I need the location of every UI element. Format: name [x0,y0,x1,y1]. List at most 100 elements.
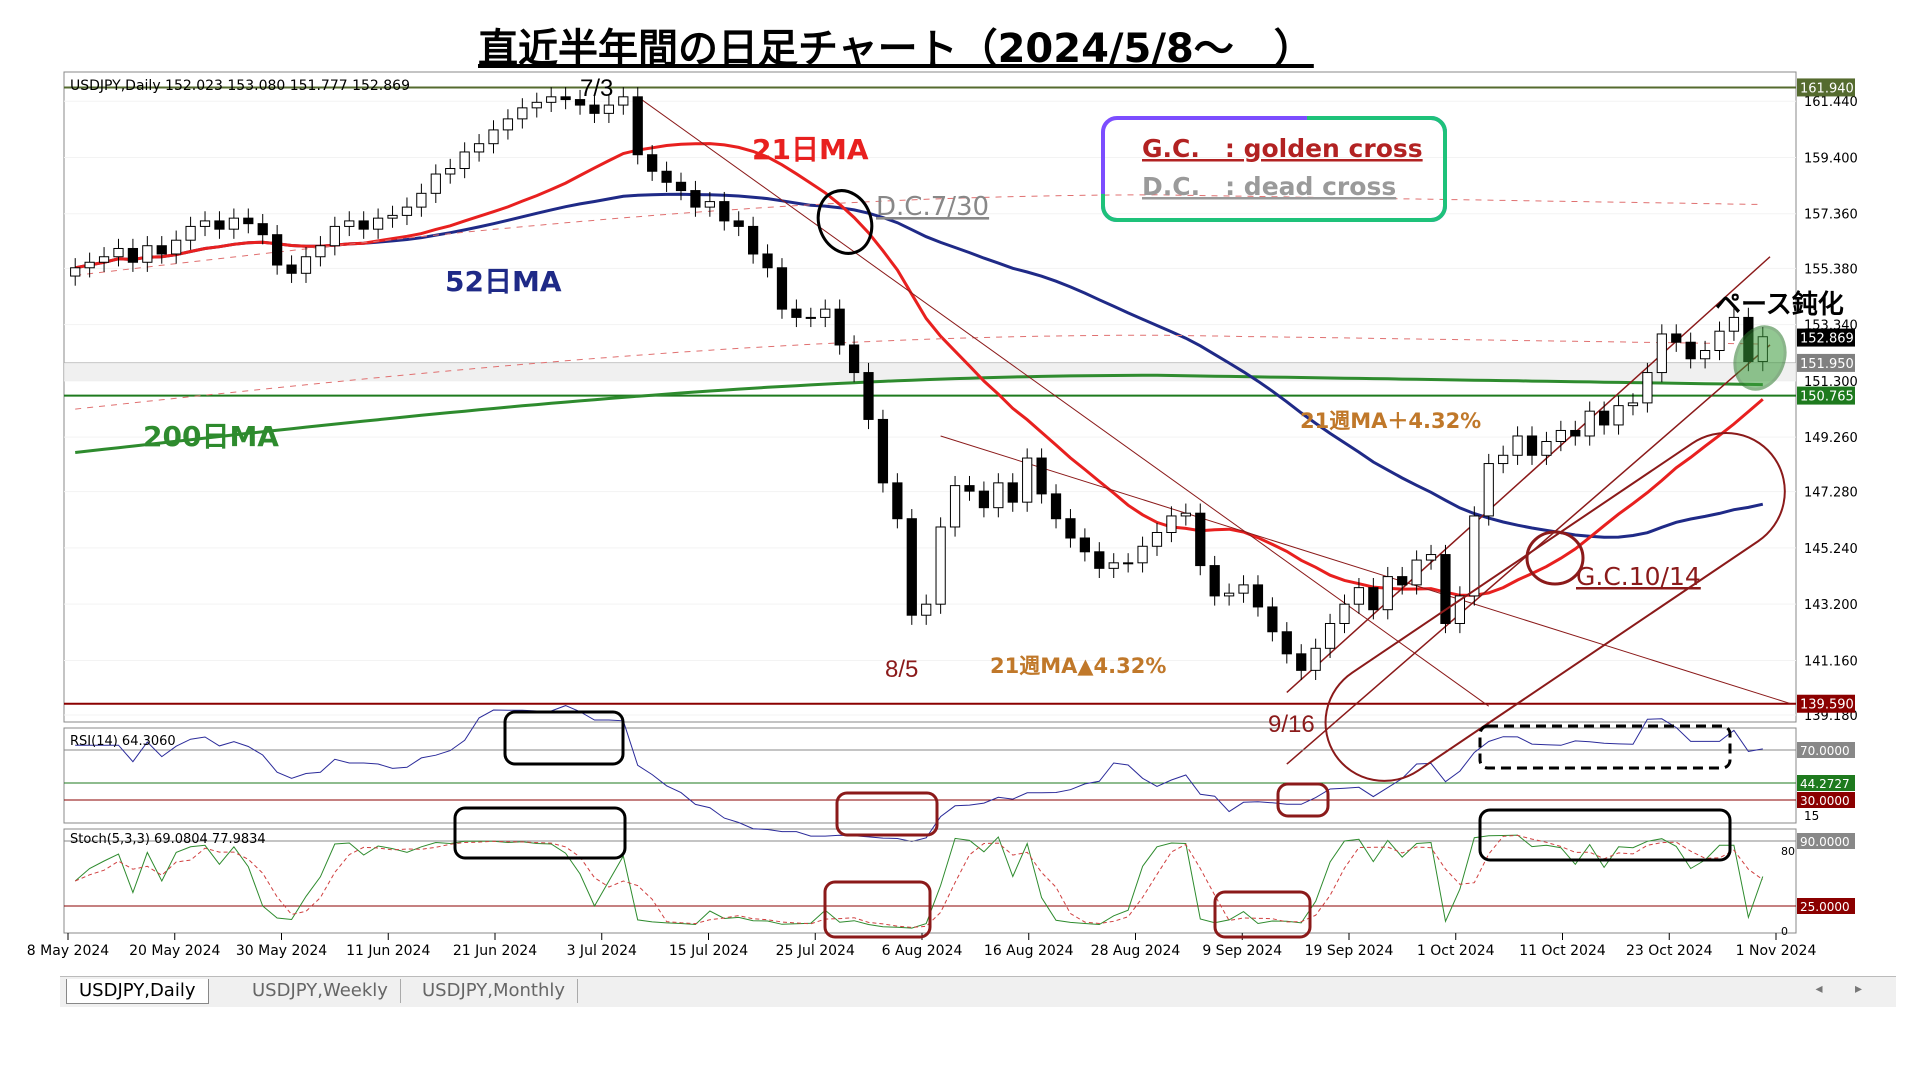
x-tick-label: 11 Jun 2024 [346,943,430,959]
candle [214,211,225,239]
highlight-box [1213,890,1312,939]
x-tick-label: 30 May 2024 [236,943,327,959]
candle-body [978,490,990,509]
candle [1310,638,1321,681]
candle [1036,448,1047,504]
candle [430,164,441,203]
candle-body [690,190,701,208]
candle [805,307,816,328]
candle-body [834,308,845,346]
candle-body [877,418,889,484]
candle [329,216,340,256]
candle-body [1526,435,1538,456]
ohlc-header: USDJPY,Daily 152.023 153.080 151.777 152… [70,78,410,94]
candle-body [589,104,600,114]
x-tick-label: 1 Oct 2024 [1417,943,1495,959]
scroll-arrows[interactable]: ◂ ▸ [1815,981,1876,997]
candle-body [1123,562,1134,565]
legend-dead-cross: D.C. : dead cross [1142,172,1396,201]
candle-body [1339,603,1350,624]
stoch-level-box [1797,898,1855,914]
stoch-title: Stoch(5,3,3) 69.0804 77.9834 [70,832,266,847]
candle [243,208,254,234]
rsi-title: RSI(14) 64.3060 [70,734,176,749]
candle-body [1036,457,1047,495]
golden-cross-circle [1525,530,1585,586]
candle-body [1555,429,1566,442]
x-tick-label: 8 May 2024 [27,943,109,959]
candle-body [1324,622,1336,649]
candle [1671,324,1682,352]
tab-usdjpy-monthly[interactable]: USDJPY,Monthly [410,979,579,1003]
candle [1584,401,1595,446]
candle-body [618,96,629,106]
rsi-level-label: 44.2727 [1800,777,1850,791]
candle [935,517,946,614]
chart-tab-bar: USDJPY,Daily USDJPY,Weekly USDJPY,Monthl… [60,976,1896,1007]
candle-body [1613,405,1624,426]
tab-usdjpy-daily[interactable]: USDJPY,Daily [66,979,209,1004]
candle [387,205,398,228]
candle [315,236,326,267]
price-box-label: 139.590 [1800,698,1854,713]
candle-body [1223,592,1235,597]
candle-body [1642,372,1653,404]
candle [300,247,312,283]
candle [1512,426,1523,465]
rsi-level-box [1797,775,1855,791]
candle [1382,566,1393,620]
candle-body [805,316,816,319]
candle-body [372,217,384,230]
candle-body [1599,410,1610,426]
price-box: 139.590 [1797,694,1855,713]
x-tick-label: 20 May 2024 [129,943,220,959]
candle-body [1137,545,1148,564]
candle-body [1267,606,1278,633]
candle-body [70,267,81,277]
candle-body [416,192,427,208]
rsi-level-label: 30.0000 [1800,794,1850,808]
candle [1599,401,1610,435]
candle [546,87,557,112]
candle [84,252,95,278]
candle [401,197,413,226]
label-ma52: 52日MA [445,265,562,298]
label-sep16: 9/16 [1268,711,1315,738]
candle [1324,613,1336,658]
ma21-line [74,142,1764,597]
candle-body [459,151,470,170]
highlight-box [503,710,625,766]
candle [517,98,528,129]
candle-body [1685,341,1696,360]
x-tick-label: 9 Sep 2024 [1202,943,1282,959]
channel-outline [1324,432,1786,782]
candle-body [1368,587,1379,611]
candle [344,211,355,237]
candle [820,299,831,328]
candle-body [1022,457,1033,503]
candle-body [964,485,975,492]
tab-usdjpy-weekly[interactable]: USDJPY,Weekly [240,979,401,1003]
candle-body [358,220,369,230]
rsi-panel [63,727,1797,824]
candle-body [1714,330,1725,352]
price-box-label: 152.869 [1800,332,1854,347]
candle-body [1469,515,1480,597]
candle-body [1296,653,1307,671]
candle [1454,586,1466,634]
candle-body [546,96,557,103]
candle [1151,522,1163,556]
candle [459,142,470,179]
candle-body [1671,333,1682,343]
candle-body [719,201,730,222]
candle [949,475,961,537]
candle [1339,594,1350,634]
candle-body [113,247,124,258]
candle-body [906,518,917,616]
candle-body [1238,584,1249,594]
price-box: 161.940 [1797,78,1855,97]
candle-body [820,308,831,318]
candle [286,255,297,283]
candle-body [1108,562,1119,569]
candle-body [1007,482,1018,503]
